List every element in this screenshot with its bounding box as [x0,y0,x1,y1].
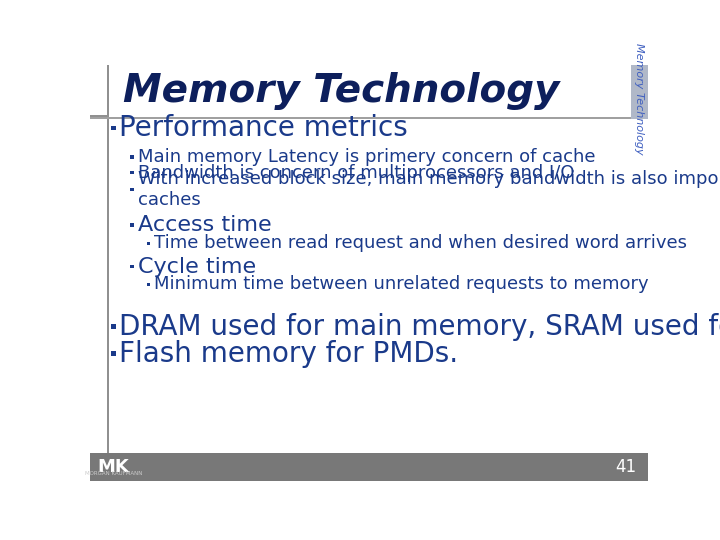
Bar [107,65,109,117]
Text: Minimum time between unrelated requests to memory: Minimum time between unrelated requests … [154,275,649,293]
Bar [90,115,107,117]
Text: Bandwidth is concern of multiprocessors and I/O: Bandwidth is concern of multiprocessors … [138,164,574,181]
Text: Performance metrics: Performance metrics [120,114,408,142]
Bar [130,171,134,174]
Text: Time between read request and when desired word arrives: Time between read request and when desir… [154,234,687,252]
Bar [148,283,150,286]
Bar [130,265,134,268]
Bar [90,65,648,117]
Text: Main memory Latency is primery concern of cache: Main memory Latency is primery concern o… [138,148,595,166]
Text: Flash memory for PMDs.: Flash memory for PMDs. [120,340,459,368]
Text: Cycle time: Cycle time [138,256,256,276]
Text: Memory Technology: Memory Technology [634,43,644,154]
Bar [111,325,116,329]
Text: With increased block size, main memory bandwidth is also important to
caches: With increased block size, main memory b… [138,170,720,209]
Text: Access time: Access time [138,215,271,235]
Text: 41: 41 [616,458,636,476]
Bar [130,156,134,159]
Bar [107,117,109,453]
Bar [631,65,648,119]
Text: MORGAN KAUFMANN: MORGAN KAUFMANN [84,471,142,476]
Bar [148,242,150,245]
Bar [111,351,116,356]
Bar [111,126,116,130]
Bar [130,188,134,191]
Text: MK: MK [97,458,129,476]
Bar [130,223,134,227]
Bar [90,117,648,119]
Bar [90,453,648,481]
Text: DRAM used for main memory, SRAM used for cache: DRAM used for main memory, SRAM used for… [120,313,720,341]
Text: Memory Technology: Memory Technology [122,72,559,110]
